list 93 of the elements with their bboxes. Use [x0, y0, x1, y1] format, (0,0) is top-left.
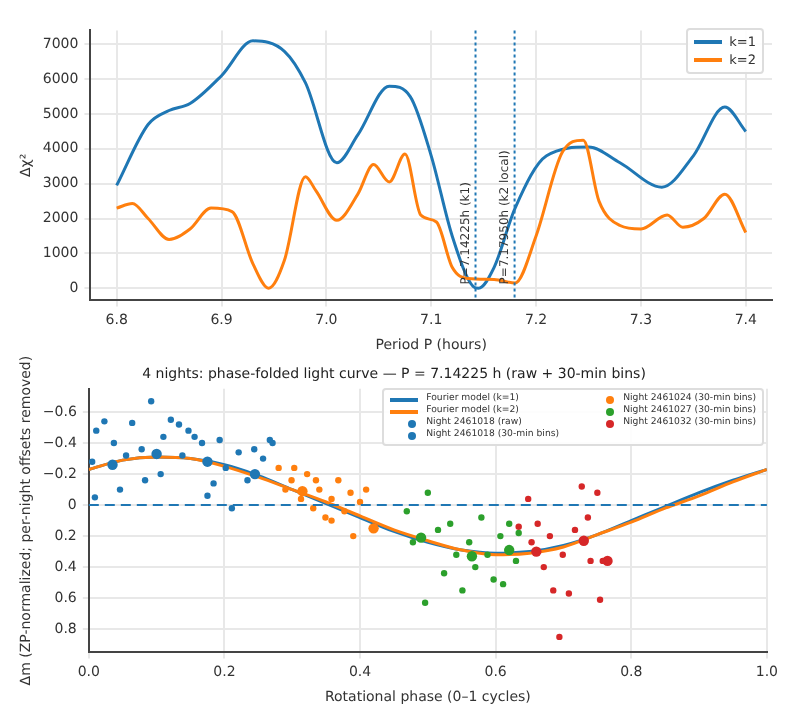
point	[175, 421, 183, 428]
point	[249, 468, 261, 480]
point	[88, 458, 96, 465]
point	[499, 580, 507, 588]
point	[107, 459, 118, 470]
point	[504, 544, 515, 556]
point	[216, 436, 223, 444]
point	[565, 590, 573, 597]
point	[531, 546, 542, 557]
point	[141, 477, 149, 484]
point	[347, 489, 354, 496]
point	[151, 448, 162, 460]
point	[179, 452, 186, 459]
point	[335, 477, 342, 484]
point	[556, 633, 563, 641]
point	[101, 418, 108, 425]
point	[459, 587, 466, 594]
point	[185, 427, 192, 434]
point	[297, 495, 305, 503]
point	[362, 486, 370, 493]
point	[421, 599, 429, 606]
point	[288, 477, 295, 484]
point	[497, 532, 504, 540]
point	[138, 446, 145, 453]
point	[282, 486, 289, 493]
point	[578, 535, 589, 546]
point	[210, 480, 217, 487]
point	[534, 520, 541, 527]
point	[434, 526, 442, 534]
point	[596, 596, 604, 603]
point	[484, 551, 491, 558]
point	[524, 495, 532, 503]
point	[546, 532, 554, 540]
point	[328, 517, 335, 524]
point	[528, 539, 535, 546]
point	[515, 523, 522, 530]
point	[472, 563, 479, 571]
point	[440, 570, 448, 577]
point	[490, 576, 497, 583]
point	[157, 470, 164, 478]
point	[322, 514, 329, 521]
point	[191, 433, 198, 441]
point	[368, 523, 379, 534]
point	[160, 433, 167, 441]
point	[204, 492, 211, 499]
point	[167, 416, 175, 424]
point	[578, 483, 585, 490]
point	[515, 529, 522, 537]
point	[259, 455, 267, 462]
point	[235, 449, 242, 456]
point	[244, 477, 251, 484]
point	[584, 514, 592, 521]
point	[466, 551, 478, 562]
point	[415, 532, 427, 543]
point	[594, 489, 601, 496]
point	[275, 464, 282, 472]
point	[506, 520, 513, 527]
point	[303, 470, 311, 478]
point	[424, 489, 432, 496]
point	[147, 398, 155, 405]
point	[291, 464, 298, 472]
point	[350, 532, 357, 540]
point	[465, 539, 473, 546]
point	[512, 557, 520, 565]
point	[297, 485, 308, 497]
point	[571, 526, 579, 534]
point	[453, 551, 460, 558]
point	[93, 427, 100, 434]
point	[403, 508, 411, 515]
point	[409, 539, 417, 546]
point	[587, 557, 594, 565]
point	[540, 563, 547, 571]
point	[478, 514, 485, 521]
point	[312, 477, 320, 484]
point	[328, 495, 335, 503]
point	[559, 551, 566, 558]
point	[202, 456, 213, 467]
line-series	[115, 138, 748, 290]
point	[222, 464, 229, 472]
point	[91, 494, 99, 501]
point	[447, 520, 454, 527]
point	[356, 498, 364, 506]
point	[122, 452, 130, 459]
point	[128, 419, 136, 427]
point	[198, 439, 206, 447]
point	[116, 486, 124, 493]
point	[110, 439, 118, 447]
point	[310, 505, 317, 512]
point	[341, 508, 348, 515]
point	[316, 486, 323, 493]
point	[251, 446, 258, 453]
point	[228, 505, 236, 512]
point	[550, 587, 557, 594]
